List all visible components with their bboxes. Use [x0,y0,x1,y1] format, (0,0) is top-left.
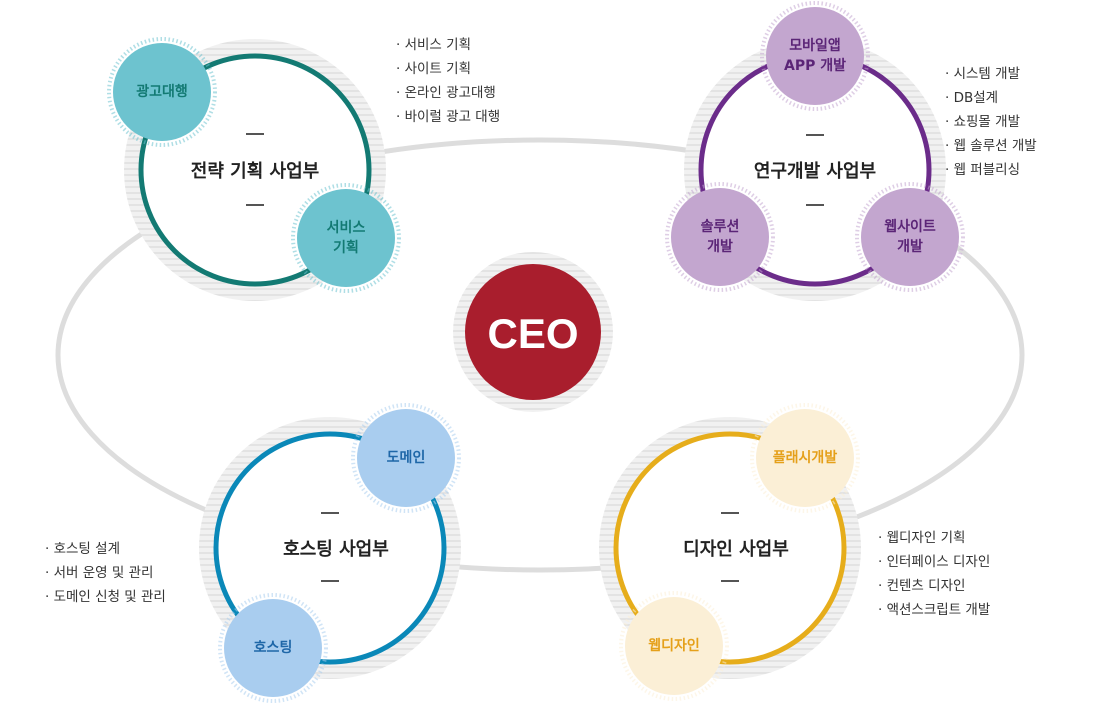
hosting-ring [213,431,447,665]
domain-circle [357,409,455,507]
service-planning-label: 서비스 기획 [326,220,366,256]
list-item: 서버 운영 및 관리 [45,561,166,585]
design-title: 디자인 사업부 [683,539,789,560]
design-ring [613,431,847,665]
mobile-app-circle [766,7,864,105]
flash-dev-label: 플래시개발 [772,450,838,466]
web-design-circle [625,597,723,695]
list-item: 바이럴 광고 대행 [396,105,501,129]
list-item: 액션스크립트 개발 [878,598,991,622]
hosting-title: 호스팅 사업부 [283,539,389,560]
list-item: DB설계 [945,86,1037,110]
list-item: 웹 퍼블리싱 [945,158,1037,182]
website-halo [855,182,965,292]
solution-label: 솔루션 개발 [700,219,740,255]
rnd-dash-top [806,134,824,136]
design-item-list: 웹디자인 기획 인터페이스 디자인 컨텐츠 디자인 액션스크립트 개발 [878,526,991,622]
strategy-dash-top [246,133,264,135]
list-item: 웹디자인 기획 [878,526,990,550]
solution-halo [665,182,775,292]
hosting-halo-sub [218,593,328,703]
rnd-item-list: 시스템 개발 DB설계 쇼핑몰 개발 웹 솔루션 개발 웹 퍼블리싱 [945,62,1037,182]
strategy-dash-bottom [246,204,264,206]
list-item: 온라인 광고대행 [396,81,500,105]
website-label: 웹사이트 개발 [884,219,936,255]
web-design-label: 웹디자인 [648,638,700,654]
hosting-label: 호스팅 [253,640,293,656]
hosting-dash-top [321,512,339,514]
domain-label: 도메인 [386,450,426,466]
service-planning-halo [291,183,401,293]
ad-agency-label: 광고대행 [136,84,188,100]
list-item: 쇼핑몰 개발 [945,110,1037,134]
service-planning-circle [297,189,395,287]
strategy-ring [138,53,372,287]
ad-agency-circle [113,43,211,141]
connector-ellipse [55,137,1025,573]
web-design-halo [619,591,729,701]
hosting-circle [224,599,322,697]
design-dash-top [721,512,739,514]
strategy-title: 전략 기획 사업부 [190,161,320,182]
hosting-dash-bottom [321,580,339,582]
rnd-dash-bottom [806,204,824,206]
list-item: 시스템 개발 [945,62,1037,86]
ad-agency-halo [107,37,217,147]
ceo-label: CEO [487,310,579,357]
list-item: 사이트 기획 [396,57,500,81]
hosting-item-list: 호스팅 설계 서버 운영 및 관리 도메인 신청 및 관리 [45,537,166,609]
list-item: 서비스 기획 [396,33,500,57]
list-item: 인터페이스 디자인 [878,550,991,574]
flash-dev-circle [756,409,854,507]
list-item: 호스팅 설계 [45,537,166,561]
domain-halo [351,403,461,513]
solution-circle [671,188,769,286]
flash-dev-halo [750,403,860,513]
website-circle [861,188,959,286]
strategy-item-list: 서비스 기획 사이트 기획 온라인 광고대행 바이럴 광고 대행 [396,33,501,129]
rnd-title: 연구개발 사업부 [753,161,877,182]
design-dash-bottom [721,580,739,582]
list-item: 도메인 신청 및 관리 [45,585,166,609]
ceo-circle [465,264,601,400]
mobile-app-label: 모바일앱 APP 개발 [784,38,846,74]
list-item: 웹 솔루션 개발 [945,134,1037,158]
mobile-app-halo [760,1,870,111]
list-item: 컨텐츠 디자인 [878,574,990,598]
